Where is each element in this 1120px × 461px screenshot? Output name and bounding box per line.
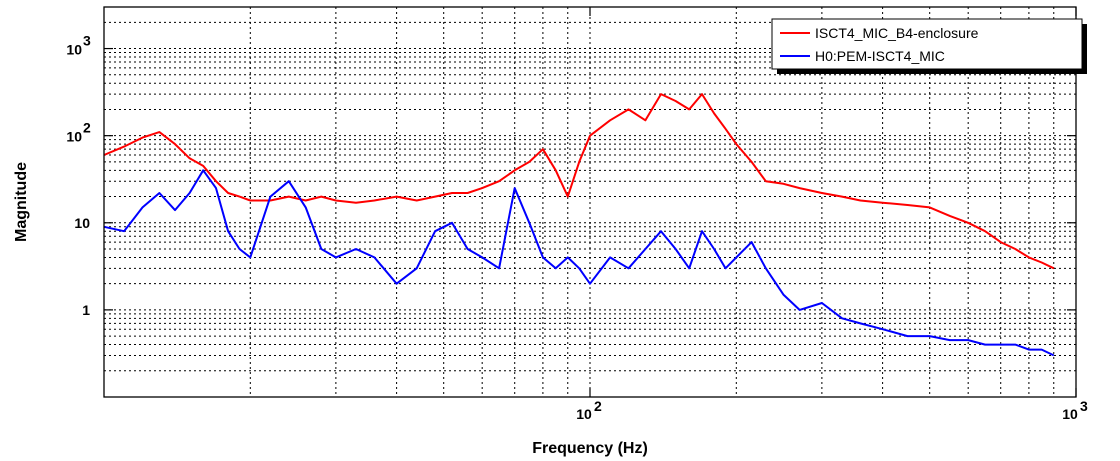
series-line-isct4-mic-b4-enclosure <box>103 93 1055 270</box>
y-tick-label: 10 <box>74 215 90 231</box>
y-tick-label-exponent: 3 <box>83 33 91 49</box>
x-tick-label-exponent: 2 <box>594 398 602 414</box>
y-tick-label: 1 <box>82 302 90 318</box>
legend: ISCT4_MIC_B4-enclosure H0:PEM-ISCT4_MIC <box>771 18 1087 74</box>
y-tick-label: 10 <box>66 42 82 58</box>
x-axis-title: Frequency (Hz) <box>532 440 648 457</box>
x-tick-label-exponent: 3 <box>1080 398 1088 414</box>
legend-label-h0-pem-isct4-mic: H0:PEM-ISCT4_MIC <box>815 48 945 64</box>
y-tick-label-exponent: 2 <box>83 120 91 136</box>
series-line-h0-pem-isct4-mic <box>103 169 1055 357</box>
legend-label-isct4-mic-b4-enclosure: ISCT4_MIC_B4-enclosure <box>815 25 979 41</box>
legend-box <box>771 18 1083 70</box>
y-tick-label: 10 <box>66 129 82 145</box>
y-axis-title: Magnitude <box>13 162 30 242</box>
grid <box>104 7 1076 397</box>
x-tick-label: 10 <box>1062 406 1078 422</box>
series-layer <box>103 93 1055 357</box>
x-tick-label: 10 <box>576 406 592 422</box>
